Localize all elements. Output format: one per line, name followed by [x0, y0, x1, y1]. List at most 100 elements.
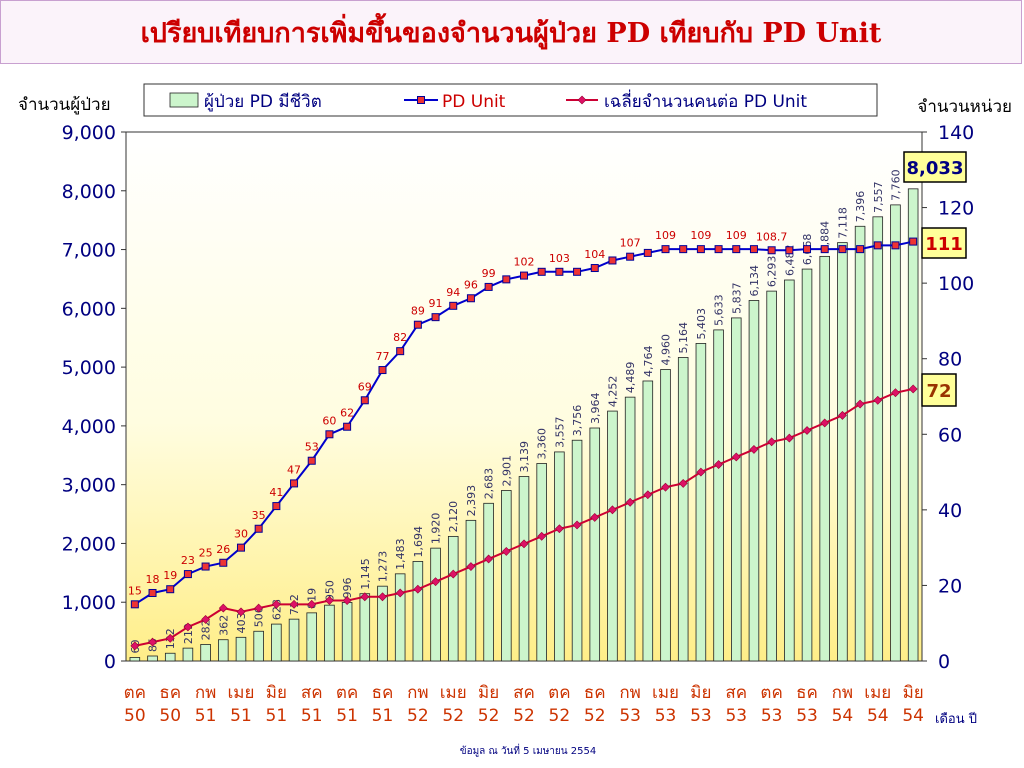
bar [377, 585, 388, 662]
x-axis-title: เดือน ปี [935, 711, 977, 727]
x-tick-year: 50 [124, 706, 146, 726]
pd-unit-point [466, 294, 475, 303]
pd-unit-point [219, 558, 228, 567]
average-per-unit-point [324, 596, 334, 605]
average-per-unit-point [696, 467, 706, 477]
x-tick-month: มิย [690, 683, 711, 703]
bar-value-label: 3,360 [536, 428, 549, 460]
pd-unit-point [183, 570, 192, 579]
bar [394, 573, 406, 662]
title-banner: เปรียบเทียบการเพิ่มขึ้นของจำนวนผู้ป่วย P… [0, 0, 1022, 64]
pd-unit-value-label: 103 [549, 252, 570, 265]
pd-unit-value-label: 109 [690, 229, 711, 242]
bar [447, 535, 459, 662]
bar [872, 216, 884, 662]
bar [235, 636, 247, 662]
bar-value-label: 3,139 [518, 441, 531, 473]
callout-box [903, 151, 967, 183]
average-per-unit-point [148, 637, 157, 647]
x-tick-month: ตค [760, 683, 782, 703]
pd-unit-point [590, 264, 599, 273]
x-tick-month: ธค [796, 683, 818, 703]
pd-unit-value-label: 89 [411, 305, 425, 318]
bar [218, 639, 229, 662]
average-per-unit-point [501, 546, 511, 556]
x-tick-month: เมย [864, 683, 891, 703]
bar-value-label: 6,884 [819, 221, 832, 253]
x-tick-year: 54 [867, 706, 889, 726]
right-tick-label: 20 [938, 575, 962, 597]
pd-unit-point [555, 267, 564, 276]
pd-unit-point [909, 237, 918, 246]
callout-value: 8,033 [907, 158, 964, 179]
pd-unit-value-label: 18 [146, 573, 160, 586]
right-tick-label: 0 [938, 651, 950, 673]
average-per-unit-point [537, 531, 547, 541]
average-per-unit-point [643, 490, 653, 500]
average-per-unit-point [413, 584, 423, 594]
pd-unit-point [873, 241, 882, 250]
average-per-unit-point [625, 497, 635, 507]
bar [306, 612, 317, 662]
legend-label-bar: ผู้ป่วย PD มีชีวิต [204, 92, 322, 112]
pd-unit-point [679, 245, 688, 254]
average-per-unit-point [554, 524, 564, 534]
bar [766, 290, 777, 662]
x-tick-month: ธค [584, 683, 606, 703]
average-per-unit-point [130, 641, 140, 651]
bar-value-label: 2,120 [447, 501, 460, 533]
x-tick-month: ตค [548, 683, 570, 703]
x-tick-year: 54 [902, 706, 924, 726]
bar [271, 623, 282, 662]
pd-unit-point [236, 543, 245, 552]
pd-unit-point [130, 600, 139, 609]
average-per-unit-point [714, 460, 724, 469]
pd-unit-value-label: 26 [216, 543, 230, 556]
average-per-unit-point [395, 588, 405, 598]
right-axis-title: จำนวนหน่วย [917, 97, 1012, 117]
average-per-unit-point [183, 622, 193, 632]
left-tick-label: 7,000 [62, 240, 116, 262]
bar [695, 343, 707, 662]
x-tick-month: กพ [195, 683, 217, 703]
pd-unit-point [643, 248, 652, 257]
right-tick-label: 140 [938, 122, 974, 144]
pd-unit-point [325, 430, 334, 439]
x-tick-year: 51 [266, 706, 288, 726]
pd-unit-value-label: 102 [514, 256, 535, 269]
bar [324, 604, 335, 662]
pd-unit-point [820, 245, 829, 254]
average-per-unit-point [855, 399, 865, 409]
pd-unit-value-label: 53 [305, 441, 319, 454]
pd-unit-point [378, 366, 387, 375]
legend-swatch-pd-unit-marker [417, 96, 425, 104]
bar [854, 225, 866, 662]
bar-value-label: 5,837 [730, 282, 743, 314]
bar [660, 369, 671, 662]
x-tick-year: 53 [725, 706, 747, 726]
pd-unit-point [307, 456, 316, 465]
pd-unit-point [254, 524, 263, 533]
bar [554, 451, 565, 662]
bar-value-label: 2,393 [465, 485, 478, 517]
pd-unit-value-label: 107 [620, 237, 641, 250]
pd-unit-point [891, 241, 900, 250]
average-per-unit-point [254, 603, 264, 613]
pd-unit-value-label: 47 [287, 463, 301, 476]
average-per-unit-point [360, 592, 370, 602]
pd-unit-point [449, 301, 458, 310]
left-tick-label: 5,000 [62, 357, 116, 379]
pd-unit-value-label: 19 [163, 569, 177, 582]
pd-unit-point [520, 271, 528, 280]
x-tick-year: 52 [549, 706, 571, 726]
average-per-unit-point [661, 482, 670, 492]
pd-unit-point [749, 245, 758, 254]
average-per-unit-point [784, 433, 794, 443]
bar-value-label: 7,557 [872, 181, 885, 213]
bar-value-label: 506 [253, 606, 266, 627]
bar-value-label: 2,901 [500, 455, 513, 487]
bar [571, 439, 583, 662]
pd-unit-value-label: 108.7 [756, 230, 788, 243]
bar [607, 410, 618, 662]
x-tick-month: ธค [159, 683, 181, 703]
